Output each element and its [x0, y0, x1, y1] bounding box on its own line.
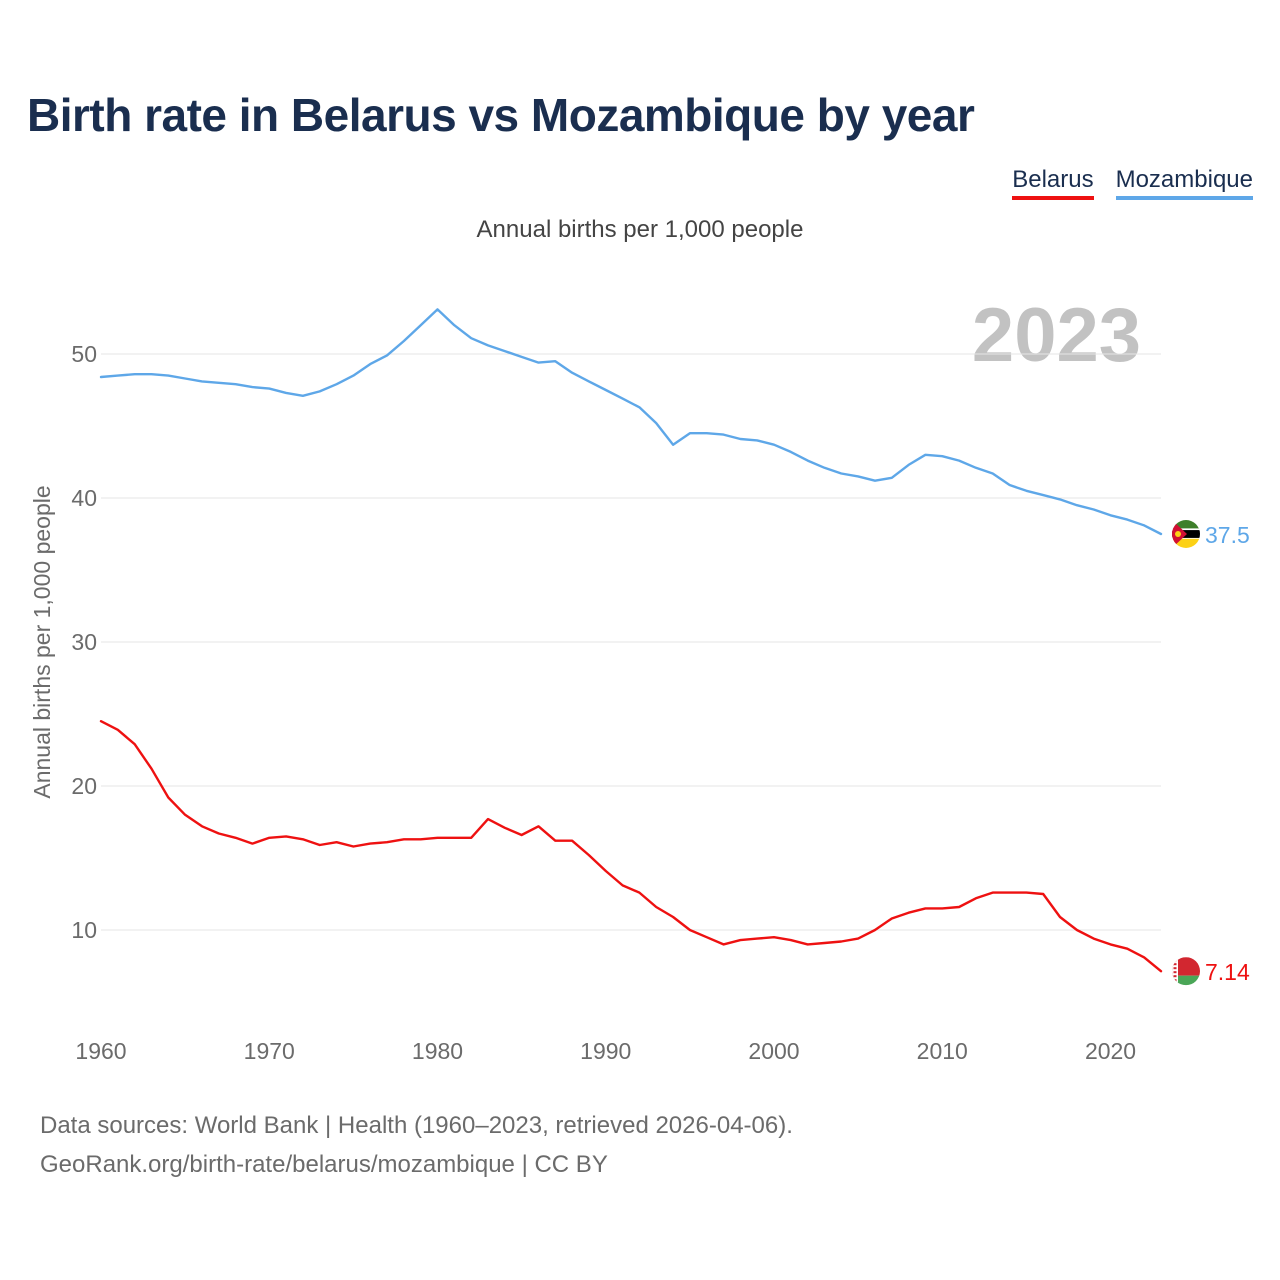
x-tick-label-1990: 1990: [580, 1038, 631, 1064]
end-label-belarus: 7.14: [1205, 959, 1250, 985]
flag-mozambique-icon: [1172, 520, 1200, 548]
y-tick-label-20: 20: [71, 773, 97, 799]
y-tick-label-10: 10: [71, 917, 97, 943]
source-line-1: Data sources: World Bank | Health (1960–…: [40, 1112, 793, 1139]
year-watermark: 2023: [972, 293, 1141, 378]
source-note: Data sources: World Bank | Health (1960–…: [40, 1106, 793, 1184]
chart-title: Birth rate in Belarus vs Mozambique by y…: [27, 89, 975, 141]
x-tick-label-1960: 1960: [75, 1038, 126, 1064]
y-axis-label: Annual births per 1,000 people: [29, 485, 55, 798]
x-tick-label-2010: 2010: [917, 1038, 968, 1064]
source-line-2[interactable]: GeoRank.org/birth-rate/belarus/mozambiqu…: [40, 1151, 608, 1178]
x-tick-label-2000: 2000: [748, 1038, 799, 1064]
y-tick-label-50: 50: [71, 341, 97, 367]
x-tick-label-2020: 2020: [1085, 1038, 1136, 1064]
end-label-mozambique: 37.5: [1205, 522, 1250, 548]
line-chart: 2023 10 20 30 40 50 1960 1970 1980 1990 2000 2010 20…: [29, 293, 1250, 1064]
legend: Belarus Mozambique: [1012, 166, 1253, 200]
x-tick-label-1980: 1980: [412, 1038, 463, 1064]
flag-belarus-icon: [1172, 957, 1200, 986]
y-tick-label-40: 40: [71, 485, 97, 511]
y-tick-label-30: 30: [71, 629, 97, 655]
series-line-belarus: [99, 720, 1163, 973]
legend-item-mozambique[interactable]: Mozambique: [1115, 166, 1253, 200]
x-tick-label-1970: 1970: [244, 1038, 295, 1064]
chart-subtitle: Annual births per 1,000 people: [476, 216, 804, 243]
legend-item-belarus[interactable]: Belarus: [1012, 166, 1094, 200]
series-line-mozambique: [99, 308, 1163, 536]
